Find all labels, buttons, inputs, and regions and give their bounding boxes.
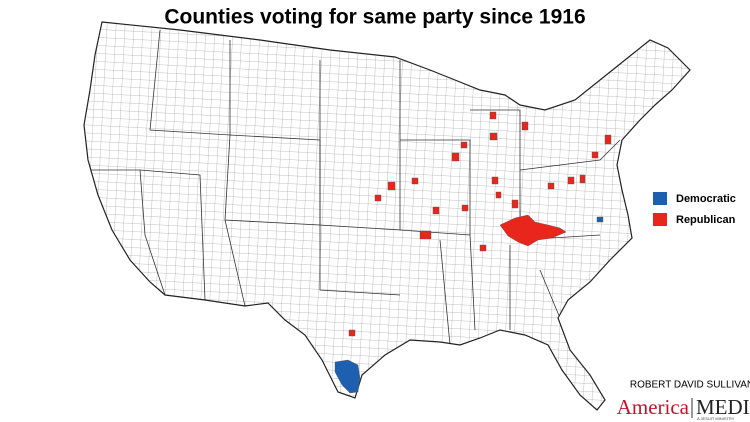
county	[499, 214, 567, 247]
author: ROBERT DAVID SULLIVAN	[630, 380, 750, 391]
county	[579, 174, 586, 184]
county	[511, 199, 519, 209]
county	[521, 121, 529, 131]
county	[547, 182, 555, 190]
legend-label: Democratic	[676, 193, 736, 205]
county	[411, 177, 419, 185]
county	[419, 230, 432, 240]
state-borders	[90, 29, 621, 346]
county	[604, 134, 612, 145]
legend-swatch	[653, 213, 667, 226]
us-map	[83, 21, 691, 411]
county	[432, 206, 440, 215]
county	[489, 111, 497, 120]
map-title: Counties voting for same party since 191…	[164, 6, 585, 29]
county	[567, 176, 575, 185]
county-grid	[84, 22, 690, 410]
brand-left: America	[617, 395, 690, 419]
county	[596, 216, 604, 223]
county	[460, 141, 468, 149]
county	[479, 244, 487, 252]
tagline: A JESUIT MINISTRY	[697, 416, 735, 421]
legend-label: Republican	[676, 214, 736, 226]
legend-swatch	[653, 192, 667, 205]
county	[387, 181, 396, 191]
county	[374, 194, 382, 202]
legend: Democratic Republican	[653, 192, 736, 226]
county	[348, 329, 356, 337]
county	[495, 191, 502, 199]
county	[334, 359, 361, 394]
county	[491, 176, 499, 185]
county	[451, 152, 460, 162]
county	[461, 204, 469, 212]
democratic-counties	[334, 216, 604, 394]
republican-counties	[348, 111, 612, 337]
county	[489, 132, 498, 141]
county	[591, 151, 599, 159]
